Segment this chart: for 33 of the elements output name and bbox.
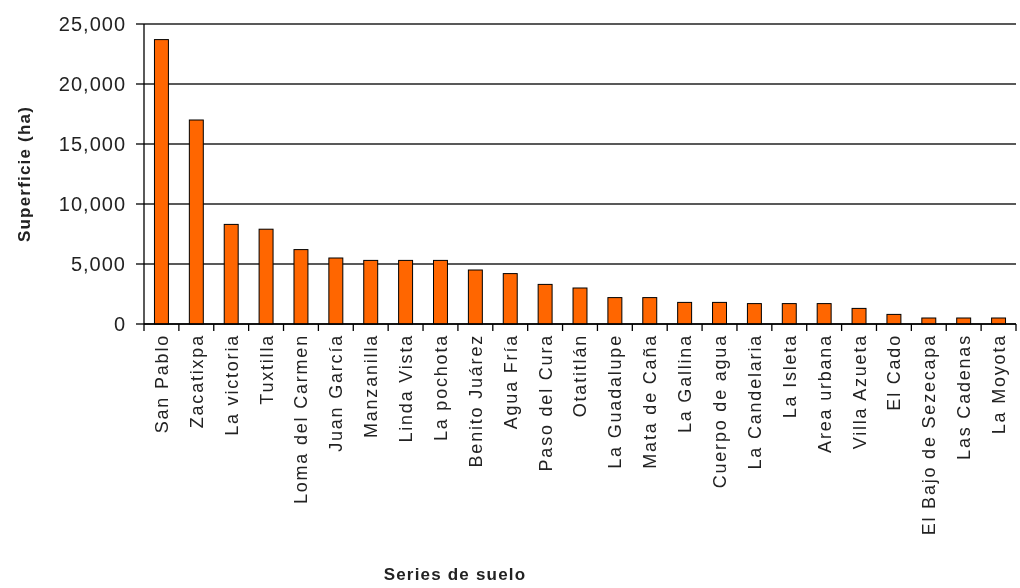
x-axis-title: Series de suelo (383, 565, 527, 584)
x-tick-label: La Isleta (779, 334, 800, 419)
x-tick-label: El Bajo de Sezecapa (919, 334, 940, 536)
x-tick-label: Las Cadenas (954, 334, 975, 460)
x-tick-label: La Gallina (675, 334, 696, 434)
y-tick-label: 0 (113, 313, 126, 336)
x-tick-label: Linda Vista (396, 334, 417, 443)
x-tick-label: La pochota (430, 334, 451, 442)
y-tick-label: 25,000 (58, 13, 126, 36)
x-tick-label: La victoria (221, 334, 242, 436)
x-tick-label: Villa Azueta (849, 334, 870, 450)
x-tick-label: Benito Juárez (465, 334, 486, 468)
x-tick-label: Tuxtilla (256, 334, 277, 405)
x-tick-label: Mata de Caña (640, 334, 661, 469)
x-tick-label: Otatitlán (570, 334, 591, 418)
y-axis-title: Superficie (ha) (15, 105, 35, 243)
y-tick-label: 5,000 (70, 253, 126, 276)
x-tick-label: Paso del Cura (535, 334, 556, 472)
x-tick-label: Agua Fría (500, 334, 521, 430)
x-tick-label: El Cado (884, 334, 905, 411)
x-tick-label: La Candelaria (744, 334, 765, 470)
y-tick-label: 20,000 (58, 73, 126, 96)
x-tick-label: Loma del Carmen (291, 334, 312, 505)
x-tick-label: Juan García (326, 334, 347, 452)
y-tick-label: 15,000 (58, 133, 126, 156)
x-tick-label: Area urbana (814, 334, 835, 453)
x-tick-label: Cuerpo de agua (710, 334, 730, 489)
x-tick-label: La Guadalupe (605, 334, 626, 469)
x-tick-label: Manzanilla (361, 334, 382, 439)
y-tick-label: 10,000 (58, 193, 126, 216)
x-tick-label: Zacatixpa (186, 334, 207, 429)
x-tick-label: La Moyota (989, 334, 1010, 435)
x-tick-label: San Pablo (151, 334, 172, 434)
